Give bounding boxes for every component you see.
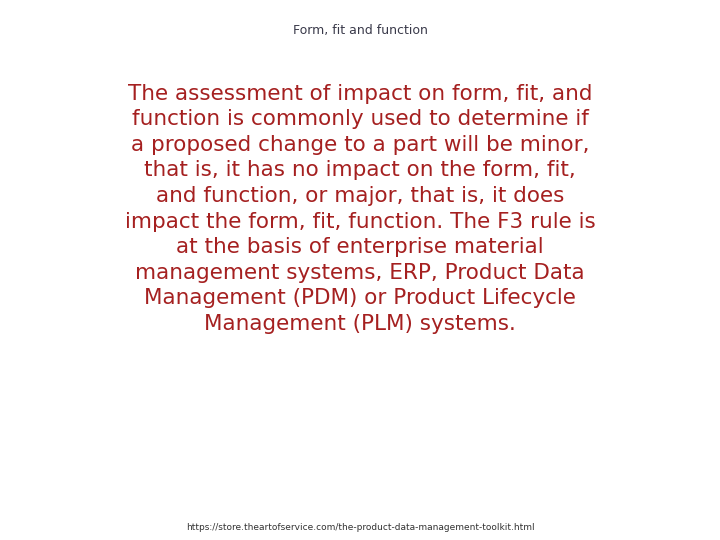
Text: The assessment of impact on form, fit, and
function is commonly used to determin: The assessment of impact on form, fit, a… <box>125 84 595 334</box>
Text: https://store.theartofservice.com/the-product-data-management-toolkit.html: https://store.theartofservice.com/the-pr… <box>186 523 534 532</box>
Text: Form, fit and function: Form, fit and function <box>292 24 428 37</box>
